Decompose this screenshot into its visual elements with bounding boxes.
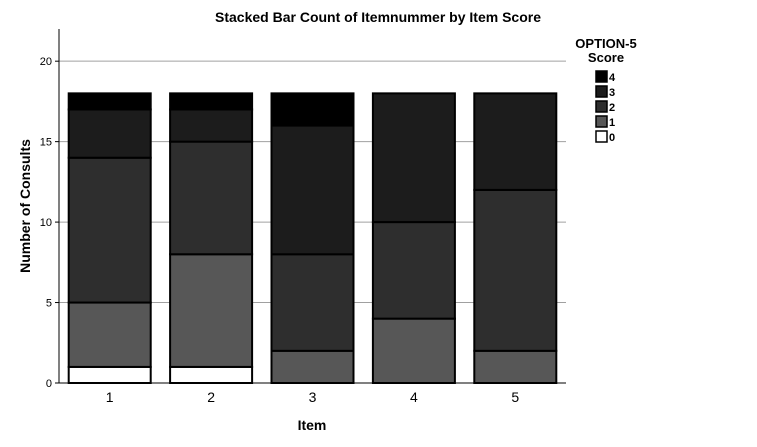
- x-tick-label-4: 4: [410, 389, 418, 405]
- y-tick-label-5: 5: [46, 298, 52, 310]
- bar-item-5-score-3: [473, 92, 558, 191]
- bar-item-3-score-3: [270, 124, 355, 256]
- legend-swatch-4: [595, 70, 608, 83]
- bar-item-2-score-3: [169, 108, 254, 143]
- bar-item-4-score-2: [371, 221, 456, 320]
- y-tick-label-10: 10: [40, 217, 52, 229]
- bar-item-2-score-2: [169, 140, 254, 256]
- legend-title-line1: OPTION-5: [575, 36, 636, 51]
- bar-item-2-score-4: [169, 92, 254, 111]
- y-tick-label-15: 15: [40, 137, 52, 149]
- legend-swatch-0: [595, 130, 608, 143]
- legend-swatch-3: [595, 85, 608, 98]
- legend: OPTION-5 Score 4 3 2 1 0: [575, 36, 636, 144]
- bar-item-3-score-4: [270, 92, 355, 127]
- legend-swatch-2: [595, 100, 608, 113]
- bar-item-2-score-1: [169, 253, 254, 368]
- x-tick-label-2: 2: [207, 389, 215, 405]
- legend-label-3: 3: [609, 87, 615, 99]
- x-tick-label-1: 1: [106, 389, 114, 405]
- chart-title: Stacked Bar Count of Itemnummer by Item …: [215, 9, 541, 25]
- bar-item-3-score-2: [270, 253, 355, 352]
- y-axis-label: Number of Consults: [17, 139, 33, 273]
- bars: [67, 92, 558, 384]
- bar-item-1-score-3: [67, 108, 152, 159]
- bar-item-1-score-4: [67, 92, 152, 111]
- bar-item-4-score-1: [371, 317, 456, 384]
- bar-item-1-score-0: [67, 365, 152, 384]
- bar-item-2-score-0: [169, 365, 254, 384]
- y-ticks: 0 5 10 15 20: [40, 56, 59, 390]
- legend-label-0: 0: [609, 132, 615, 144]
- bar-item-4-score-3: [371, 92, 456, 224]
- legend-swatch-1: [595, 115, 608, 128]
- legend-label-2: 2: [609, 102, 615, 114]
- x-tick-label-5: 5: [511, 389, 519, 405]
- x-axis-label: Item: [298, 417, 327, 433]
- legend-items: 4 3 2 1 0: [595, 70, 616, 144]
- bar-item-1-score-2: [67, 156, 152, 304]
- y-tick-label-20: 20: [40, 56, 52, 68]
- x-ticks: 1 2 3 4 5: [106, 389, 520, 405]
- bar-item-1-score-1: [67, 301, 152, 368]
- bar-item-5-score-1: [473, 349, 558, 384]
- x-tick-label-3: 3: [309, 389, 317, 405]
- legend-label-1: 1: [609, 117, 615, 129]
- bar-item-3-score-1: [270, 349, 355, 384]
- bar-item-5-score-2: [473, 188, 558, 352]
- legend-label-4: 4: [609, 72, 616, 84]
- legend-title-line2: Score: [588, 50, 624, 65]
- y-tick-label-0: 0: [46, 378, 52, 390]
